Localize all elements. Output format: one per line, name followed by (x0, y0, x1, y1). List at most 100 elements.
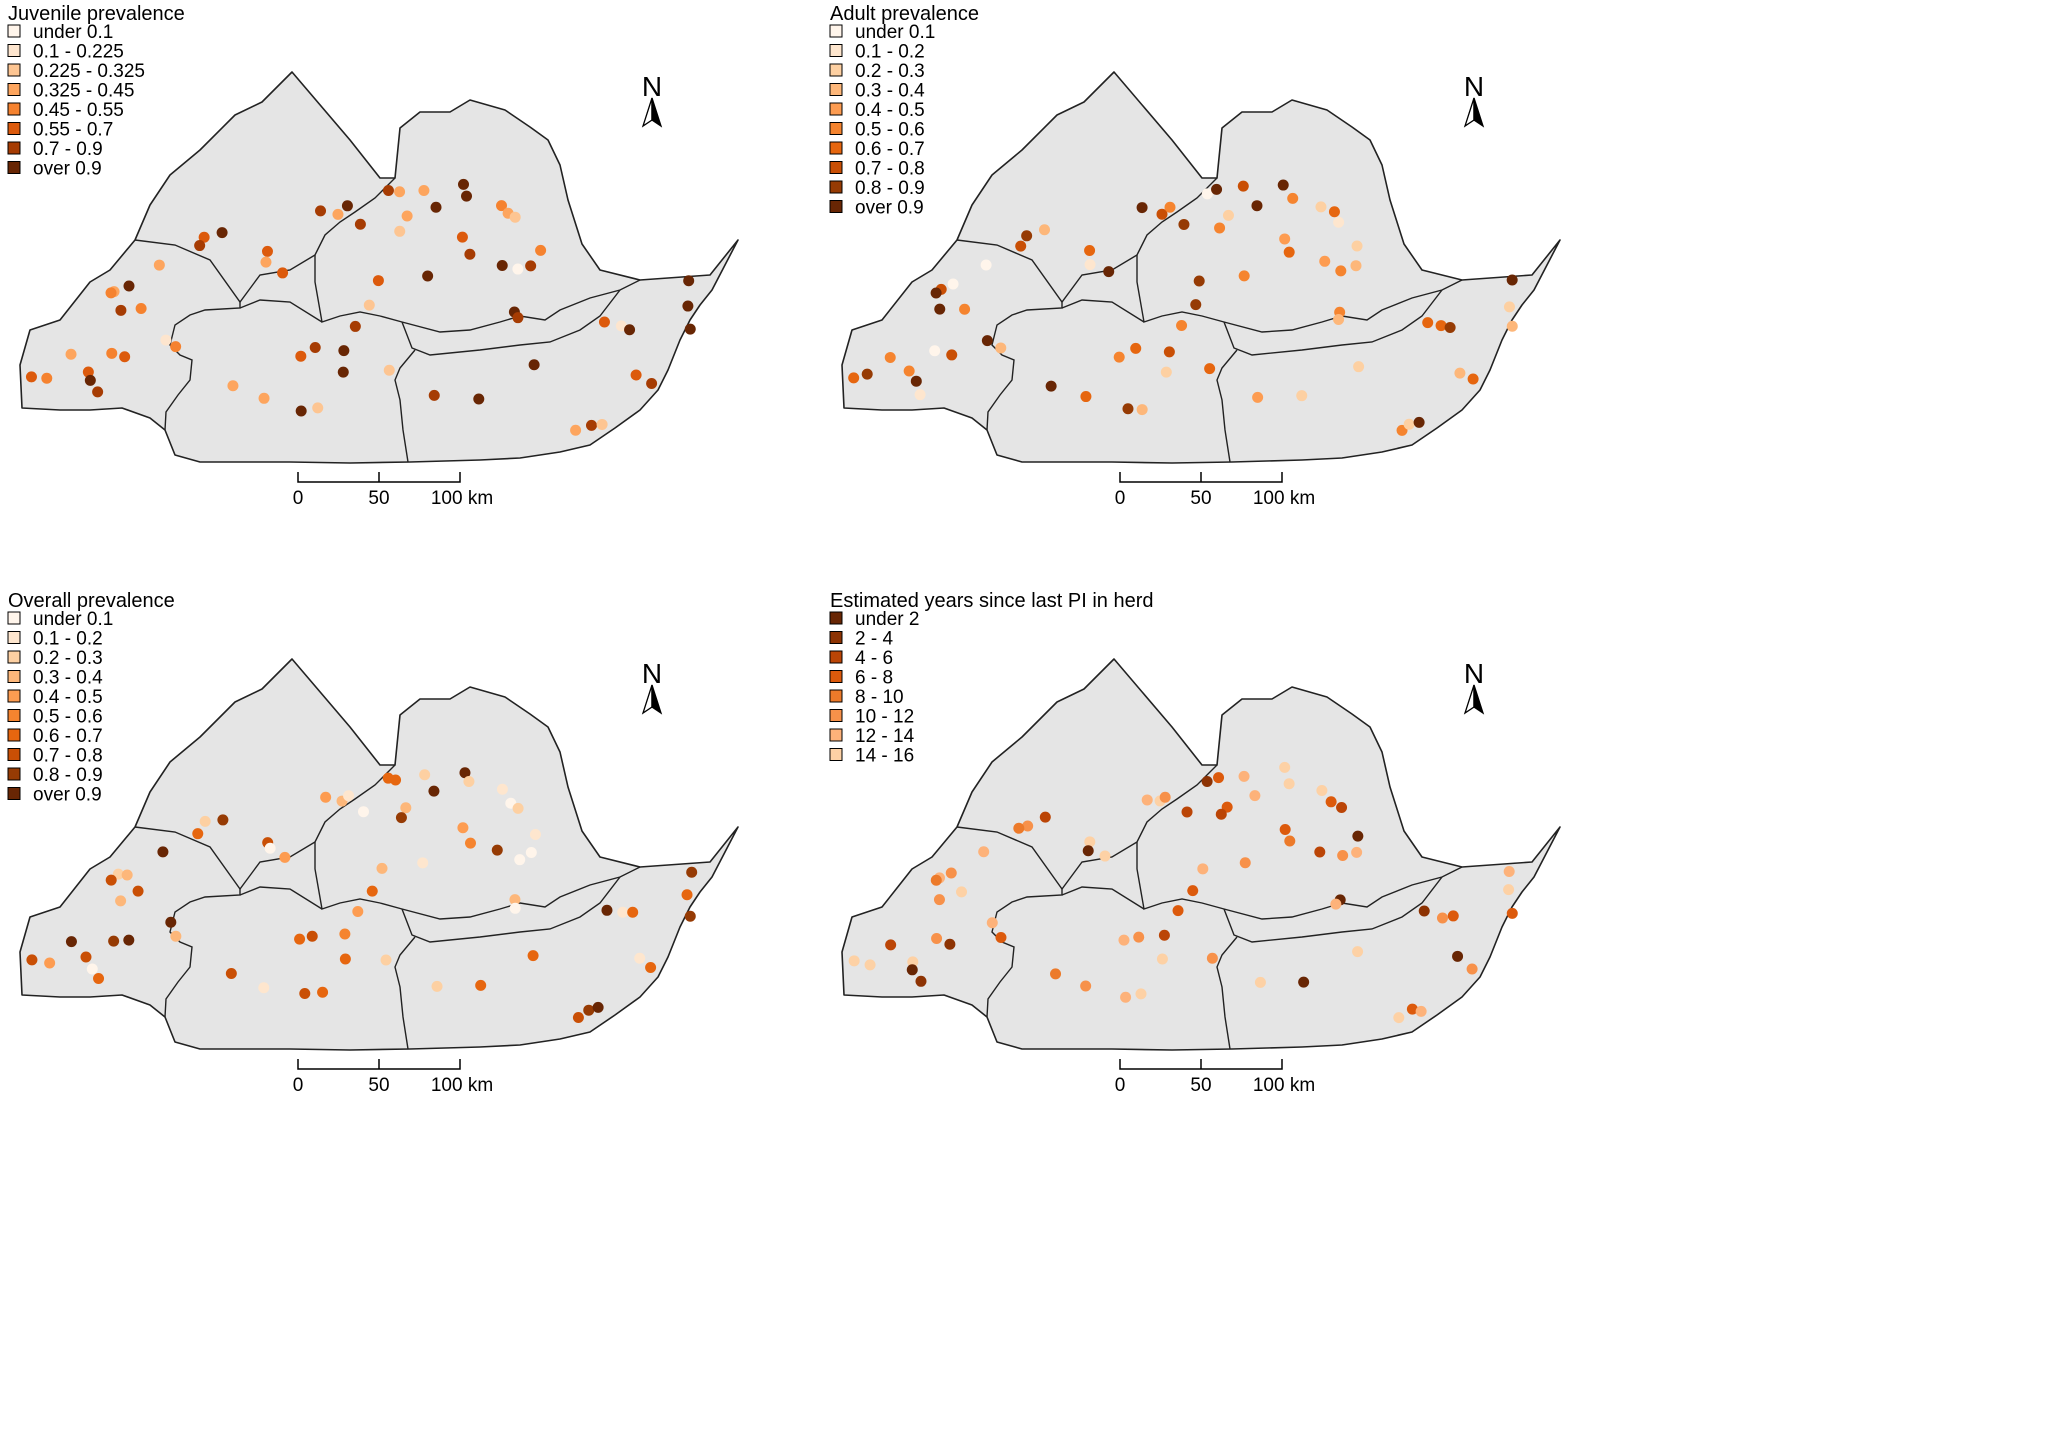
legend-swatch (829, 24, 843, 38)
herd-point (295, 405, 307, 417)
herd-point (1136, 202, 1148, 214)
legend-label: 2 - 4 (855, 629, 893, 650)
herd-point (225, 967, 237, 979)
herd-point (1204, 363, 1216, 375)
herd-point (422, 270, 434, 282)
herd-point (930, 287, 942, 299)
herd-point (509, 902, 521, 914)
herd-point (1193, 275, 1205, 287)
herd-point (646, 377, 658, 389)
herd-point (1160, 366, 1172, 378)
herd-point (93, 972, 105, 984)
herd-point (339, 953, 351, 965)
legend-swatch (7, 102, 21, 116)
legend-swatch (7, 650, 21, 664)
herd-point (394, 225, 406, 237)
herd-point (1503, 866, 1515, 878)
north-arrow-icon (1464, 684, 1484, 714)
herd-point (1435, 320, 1447, 332)
herd-point (475, 979, 487, 991)
herd-point (86, 963, 98, 975)
herd-point (598, 316, 610, 328)
herd-point (82, 366, 94, 378)
north-arrow: N (642, 71, 662, 127)
herd-point (617, 906, 629, 918)
legend-swatch (829, 650, 843, 664)
study-region-map (841, 658, 1561, 1051)
herd-point (1211, 183, 1223, 195)
herd-point (464, 837, 476, 849)
north-arrow-label: N (642, 658, 662, 689)
herd-point (929, 345, 941, 357)
herd-point (349, 320, 361, 332)
herd-point (512, 312, 524, 324)
north-arrow-label: N (1464, 71, 1484, 102)
herd-point (1021, 230, 1033, 242)
herd-point (583, 1004, 595, 1016)
legend-label: 0.1 - 0.225 (33, 42, 124, 63)
herd-point (279, 851, 291, 863)
legend-label: 0.4 - 0.5 (855, 100, 925, 121)
legend-label: 0.5 - 0.6 (855, 120, 925, 141)
herd-point (1159, 791, 1171, 803)
herd-point (1164, 201, 1176, 213)
legend-swatch (829, 611, 843, 625)
herd-point (1099, 850, 1111, 862)
herd-point (981, 335, 993, 347)
scale-tick-50: 50 (1190, 1075, 1211, 1096)
herd-point (1330, 898, 1342, 910)
herd-point (457, 822, 469, 834)
herd-point (44, 957, 56, 969)
herd-point (363, 299, 375, 311)
herd-point (1038, 224, 1050, 236)
herd-point (980, 259, 992, 271)
legend-label: 0.8 - 0.9 (855, 178, 925, 199)
herd-point (995, 932, 1007, 944)
herd-point (1325, 796, 1337, 808)
herd-point (1277, 179, 1289, 191)
herd-point (910, 375, 922, 387)
herd-point (1084, 836, 1096, 848)
herd-point (115, 304, 127, 316)
herd-point (885, 939, 897, 951)
herd-point (338, 345, 350, 357)
legend-swatch (7, 161, 21, 174)
herd-point (1251, 200, 1263, 212)
herd-point (25, 371, 37, 383)
study-region-map (841, 71, 1561, 464)
herd-point (157, 846, 169, 858)
herd-point (1279, 761, 1291, 773)
herd-point (1336, 801, 1348, 813)
herd-point (463, 776, 475, 788)
legend-label: 0.2 - 0.3 (33, 648, 103, 669)
herd-point (194, 240, 206, 252)
herd-point (1284, 835, 1296, 847)
herd-point (1333, 216, 1345, 228)
herd-point (428, 389, 440, 401)
herd-point (527, 950, 539, 962)
herd-point (1316, 784, 1328, 796)
herd-point (1283, 246, 1295, 258)
herd-point (512, 802, 524, 814)
legend-label: under 0.1 (855, 22, 935, 43)
legend-swatch (7, 787, 21, 800)
herd-point (683, 275, 695, 287)
herd-point (1206, 952, 1218, 964)
legend-label: 0.7 - 0.8 (33, 746, 103, 767)
legend-swatch (829, 200, 843, 213)
herd-point (525, 260, 537, 272)
herd-point (198, 231, 210, 243)
herd-point (309, 342, 321, 354)
herd-point (1350, 260, 1362, 272)
legend-label: 0.7 - 0.9 (33, 139, 103, 160)
legend-swatch (829, 670, 843, 683)
herd-point (1113, 351, 1125, 363)
map-legend: under 0.10.1 - 0.20.2 - 0.30.3 - 0.40.4 … (829, 22, 935, 219)
map-panel-adult: Adult prevalence under 0.10.1 - 0.20.2 -… (829, 3, 1561, 509)
scale-bar: 0 50 100 km (1115, 1059, 1315, 1096)
herd-point (261, 245, 273, 257)
legend-label: 14 - 16 (855, 746, 914, 767)
herd-point (1314, 846, 1326, 858)
